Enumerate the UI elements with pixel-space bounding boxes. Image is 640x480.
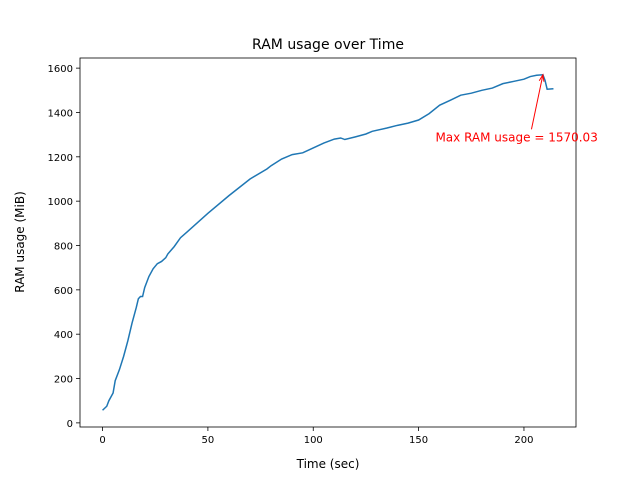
x-tick-label: 150 xyxy=(409,435,428,446)
x-tick-label: 100 xyxy=(304,435,323,446)
y-tick-label: 400 xyxy=(54,330,73,341)
annotation-arrow xyxy=(530,74,544,130)
y-axis-label: RAM usage (MiB) xyxy=(13,191,27,293)
y-tick-label: 1600 xyxy=(48,64,73,75)
y-tick-label: 1000 xyxy=(48,197,73,208)
y-tick-label: 600 xyxy=(54,286,73,297)
line-series xyxy=(102,73,554,411)
annotation-text: Max RAM usage = 1570.03 xyxy=(435,130,597,144)
y-tick-label: 1200 xyxy=(48,153,73,164)
plot-frame xyxy=(79,57,577,428)
x-tick-label: 50 xyxy=(202,435,215,446)
annotation-arrowhead xyxy=(538,73,545,82)
x-tick-label: 0 xyxy=(99,435,105,446)
y-tick-label: 800 xyxy=(54,242,73,253)
y-tick-label: 200 xyxy=(54,375,73,386)
x-axis-label: Time (sec) xyxy=(296,457,360,471)
x-tick-label: 200 xyxy=(514,435,533,446)
y-tick-label: 0 xyxy=(67,419,73,430)
y-tick-label: 1400 xyxy=(48,108,73,119)
chart-title: RAM usage over Time xyxy=(252,37,404,53)
